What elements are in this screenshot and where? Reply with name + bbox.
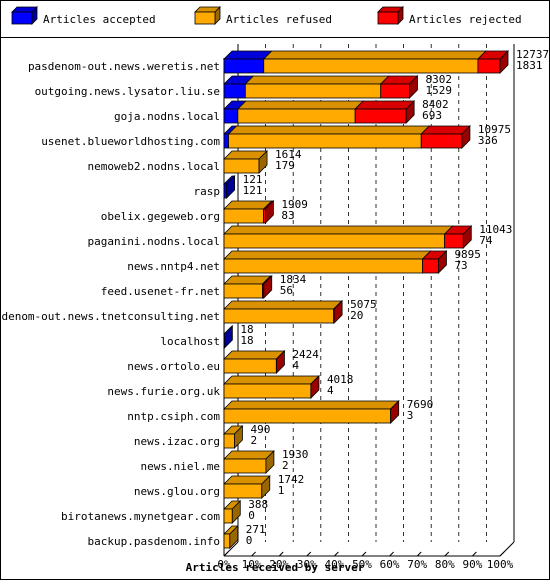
category-label: news.izac.org [134, 435, 220, 448]
category-label: nemoweb2.nodns.local [88, 160, 220, 173]
value-label-bottom: 73 [454, 259, 467, 272]
category-label: news.furie.org.uk [107, 385, 220, 398]
bar-segment [224, 309, 334, 323]
bar-segment [445, 234, 464, 248]
category-label: pasdenom-out.news.weretis.net [28, 60, 220, 73]
category-label: obelix.gegeweb.org [101, 210, 220, 223]
bar-segment [264, 59, 478, 73]
category-label: news.ortolo.eu [127, 360, 220, 373]
bar-segment [381, 84, 410, 98]
bar-segment [224, 534, 230, 548]
bar-segment [224, 409, 391, 423]
category-label: backup.pasdenom.info [88, 535, 220, 548]
bar-top [355, 101, 414, 109]
value-label-bottom: 0 [246, 534, 253, 547]
bar-segment [224, 84, 245, 98]
value-label-bottom: 74 [479, 234, 493, 247]
bar-top [238, 101, 363, 109]
legend-label: Articles accepted [43, 13, 156, 26]
bar-segment [421, 134, 462, 148]
legend-swatch [195, 12, 215, 24]
x-tick-label: 100% [487, 558, 514, 571]
value-label-bottom: 3 [407, 409, 414, 422]
bar-top [264, 51, 486, 59]
legend-swatch [12, 12, 32, 24]
bar-segment [224, 209, 264, 223]
value-label-bottom: 0 [248, 509, 255, 522]
bar-segment [355, 109, 406, 123]
bar-segment [224, 484, 262, 498]
category-label: paganini.nodns.local [88, 235, 220, 248]
bar-top [224, 226, 453, 234]
bar-segment [224, 259, 423, 273]
bar-segment [224, 109, 238, 123]
category-label: localhost [160, 335, 220, 348]
bar-top [245, 76, 388, 84]
value-label-bottom: 2 [250, 434, 257, 447]
category-label: news.nntp4.net [127, 260, 220, 273]
value-label-bottom: 336 [478, 134, 498, 147]
value-label-bottom: 4 [327, 384, 334, 397]
x-axis-title: Articles received by server [186, 561, 365, 574]
legend-swatch [378, 12, 398, 24]
value-label-bottom: 20 [350, 309, 363, 322]
category-label: rasp [194, 185, 221, 198]
value-label-bottom: 121 [243, 184, 263, 197]
x-tick-label: 80% [435, 558, 455, 571]
bar-segment [478, 59, 500, 73]
x-tick-label: 70% [407, 558, 427, 571]
value-label-bottom: 1831 [516, 59, 543, 72]
bar-top [224, 401, 399, 409]
value-label-bottom: 693 [422, 109, 442, 122]
value-label-bottom: 1529 [425, 84, 452, 97]
category-label: news.niel.me [141, 460, 220, 473]
bar-segment [224, 384, 311, 398]
bar-segment [245, 84, 380, 98]
value-label-bottom: 56 [280, 284, 293, 297]
bar-top [224, 251, 431, 259]
bar-top [224, 301, 342, 309]
value-label-bottom: 2 [282, 459, 289, 472]
bar-segment [224, 159, 259, 173]
legend-label: Articles refused [226, 13, 332, 26]
bar-segment [224, 434, 234, 448]
bar-top [224, 451, 274, 459]
bar-segment [224, 59, 264, 73]
category-label: outgoing.news.lysator.liu.se [35, 85, 220, 98]
bar-segment [224, 134, 229, 148]
value-label-bottom: 18 [240, 334, 253, 347]
bar-segment [423, 259, 439, 273]
bar-top [224, 376, 319, 384]
category-label: nntp.csiph.com [127, 410, 220, 423]
bar-segment [224, 359, 276, 373]
x-tick-label: 60% [380, 558, 400, 571]
category-label: usenet.blueworldhosting.com [41, 135, 220, 148]
value-label-bottom: 83 [281, 209, 294, 222]
x-tick-label: 90% [462, 558, 482, 571]
bar-segment [224, 459, 266, 473]
category-label: pasdenom-out.news.tnetconsulting.net [0, 310, 220, 323]
category-label: news.glou.org [134, 485, 220, 498]
legend-label: Articles rejected [409, 13, 522, 26]
category-label: goja.nodns.local [114, 110, 220, 123]
bar-segment [224, 509, 232, 523]
category-label: birotanews.mynetgear.com [61, 510, 220, 523]
bar-segment [229, 134, 422, 148]
category-label: feed.usenet-fr.net [101, 285, 220, 298]
bar-top [224, 351, 284, 359]
bar-top [229, 126, 430, 134]
bar-segment [224, 234, 445, 248]
value-label-bottom: 1 [278, 484, 285, 497]
value-label-bottom: 179 [275, 159, 295, 172]
bar-segment [224, 284, 263, 298]
bar-segment [238, 109, 355, 123]
value-label-bottom: 4 [292, 359, 299, 372]
